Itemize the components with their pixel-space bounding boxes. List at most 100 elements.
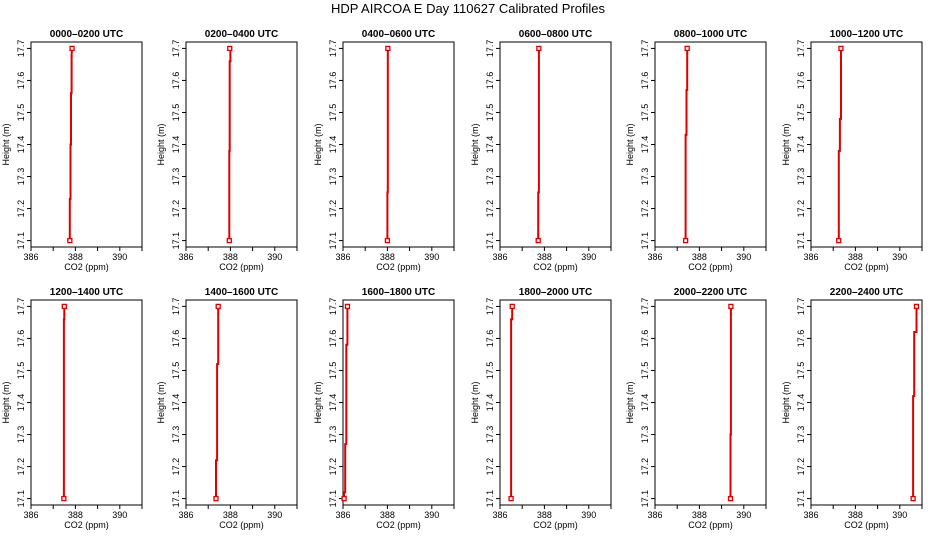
x-axis-label: CO2 (ppm)	[844, 262, 889, 272]
y-axis-label: Height (m)	[156, 381, 166, 423]
y-tick-label: 17.7	[171, 40, 181, 58]
endpoint-marker	[682, 237, 689, 244]
x-tick-label: 390	[424, 252, 439, 262]
x-tick-label: 388	[692, 252, 707, 262]
y-tick-label: 17.4	[16, 394, 26, 412]
plot-frame	[499, 41, 612, 248]
endpoint-marker	[728, 303, 734, 310]
panel-title: 0400–0600 UTC	[362, 29, 435, 40]
y-tick-label: 17.7	[485, 298, 495, 316]
plot-frame	[654, 41, 767, 248]
y-tick-label: 17.2	[16, 458, 26, 476]
endpoint-marker	[509, 303, 515, 310]
panel-title: 0000–0200 UTC	[50, 29, 123, 40]
panel-title: 0200–0400 UTC	[205, 29, 278, 40]
endpoint-marker	[226, 237, 232, 244]
y-tick-label: 17.7	[796, 298, 806, 316]
y-tick-label: 17.7	[640, 298, 650, 316]
y-tick-label: 17.4	[640, 394, 650, 412]
y-axis-label: Height (m)	[625, 381, 635, 423]
x-tick-label: 386	[23, 252, 38, 262]
y-tick-label: 17.6	[328, 330, 338, 348]
y-tick-label: 17.4	[485, 136, 495, 154]
y-tick-label: 17.4	[16, 136, 26, 154]
y-tick-label: 17.7	[640, 40, 650, 58]
x-tick-label: 386	[647, 252, 662, 262]
x-tick-label: 390	[892, 252, 907, 262]
panel-title: 1800–2000 UTC	[519, 287, 592, 298]
endpoint-marker	[910, 495, 916, 502]
profile-line	[343, 306, 349, 499]
endpoint-marker	[215, 303, 221, 310]
panel: 0800–1000 UTC 386 388 390 17.1 17.2 17.3 17.4 17…	[625, 29, 767, 272]
y-tick-label: 17.7	[16, 298, 26, 316]
endpoint-marker	[341, 495, 347, 502]
y-tick-label: 17.7	[328, 40, 338, 58]
endpoint-marker	[508, 495, 514, 502]
profile-line	[912, 306, 918, 499]
y-tick-label: 17.6	[485, 330, 495, 348]
profile-line	[537, 48, 540, 241]
plot-frame	[810, 41, 923, 248]
profile-line	[228, 48, 232, 241]
endpoint-marker	[838, 45, 844, 52]
y-axis-label: Height (m)	[156, 123, 166, 165]
y-axis-label: Height (m)	[781, 123, 791, 165]
x-tick-label: 390	[581, 510, 596, 520]
y-tick-label: 17.1	[171, 490, 181, 508]
panel: 0600–0800 UTC 386 388 390 17.1 17.2 17.3 17.4 17…	[470, 29, 612, 272]
y-tick-label: 17.3	[16, 168, 26, 186]
y-tick-label: 17.1	[16, 490, 26, 508]
x-tick-label: 390	[736, 252, 751, 262]
plot-frame	[185, 299, 298, 506]
x-tick-label: 386	[492, 252, 507, 262]
panel: 1400–1600 UTC 386 388 390 17.1 17.2 17.3 17.4 17…	[156, 287, 298, 530]
y-tick-label: 17.1	[796, 232, 806, 250]
y-tick-label: 17.4	[796, 136, 806, 154]
x-tick-label: 388	[848, 252, 863, 262]
y-tick-label: 17.1	[640, 232, 650, 250]
x-tick-label: 390	[267, 510, 282, 520]
x-tick-label: 390	[112, 510, 127, 520]
x-tick-label: 390	[736, 510, 751, 520]
y-tick-label: 17.7	[16, 40, 26, 58]
panel-title: 0600–0800 UTC	[519, 29, 592, 40]
y-tick-label: 17.6	[16, 72, 26, 90]
endpoint-marker	[344, 303, 351, 310]
y-tick-label: 17.3	[171, 426, 181, 444]
y-tick-label: 17.4	[328, 394, 338, 412]
panel-title: 1600–1800 UTC	[362, 287, 435, 298]
x-tick-label: 388	[537, 510, 552, 520]
endpoint-marker	[535, 237, 541, 244]
y-tick-label: 17.2	[328, 458, 338, 476]
x-axis-label: CO2 (ppm)	[376, 520, 421, 530]
panel: 1600–1800 UTC 386 388 390 17.1 17.2 17.3 17.4 17…	[313, 287, 455, 530]
y-tick-label: 17.4	[796, 394, 806, 412]
x-tick-label: 386	[178, 510, 193, 520]
y-tick-label: 17.5	[328, 104, 338, 122]
panel: 1000–1200 UTC 386 388 390 17.1 17.2 17.3 17.4 17…	[781, 29, 923, 272]
x-tick-label: 388	[223, 252, 238, 262]
y-tick-label: 17.5	[796, 104, 806, 122]
y-tick-label: 17.2	[16, 200, 26, 218]
x-axis-label: CO2 (ppm)	[64, 262, 109, 272]
y-tick-label: 17.3	[485, 168, 495, 186]
y-tick-label: 17.6	[796, 330, 806, 348]
y-axis-label: Height (m)	[313, 381, 323, 423]
x-tick-label: 388	[223, 510, 238, 520]
y-tick-label: 17.3	[16, 426, 26, 444]
x-axis-label: CO2 (ppm)	[64, 520, 109, 530]
y-tick-label: 17.2	[796, 458, 806, 476]
x-tick-label: 388	[380, 252, 395, 262]
x-axis-label: CO2 (ppm)	[688, 262, 733, 272]
y-axis-label: Height (m)	[470, 381, 480, 423]
y-tick-label: 17.5	[171, 362, 181, 380]
x-axis-label: CO2 (ppm)	[533, 520, 578, 530]
y-axis-label: Height (m)	[625, 123, 635, 165]
y-tick-label: 17.2	[328, 200, 338, 218]
x-tick-label: 386	[803, 252, 818, 262]
plot-frame	[342, 41, 455, 248]
endpoint-marker	[684, 45, 690, 52]
x-tick-label: 388	[380, 510, 395, 520]
y-tick-label: 17.6	[171, 72, 181, 90]
